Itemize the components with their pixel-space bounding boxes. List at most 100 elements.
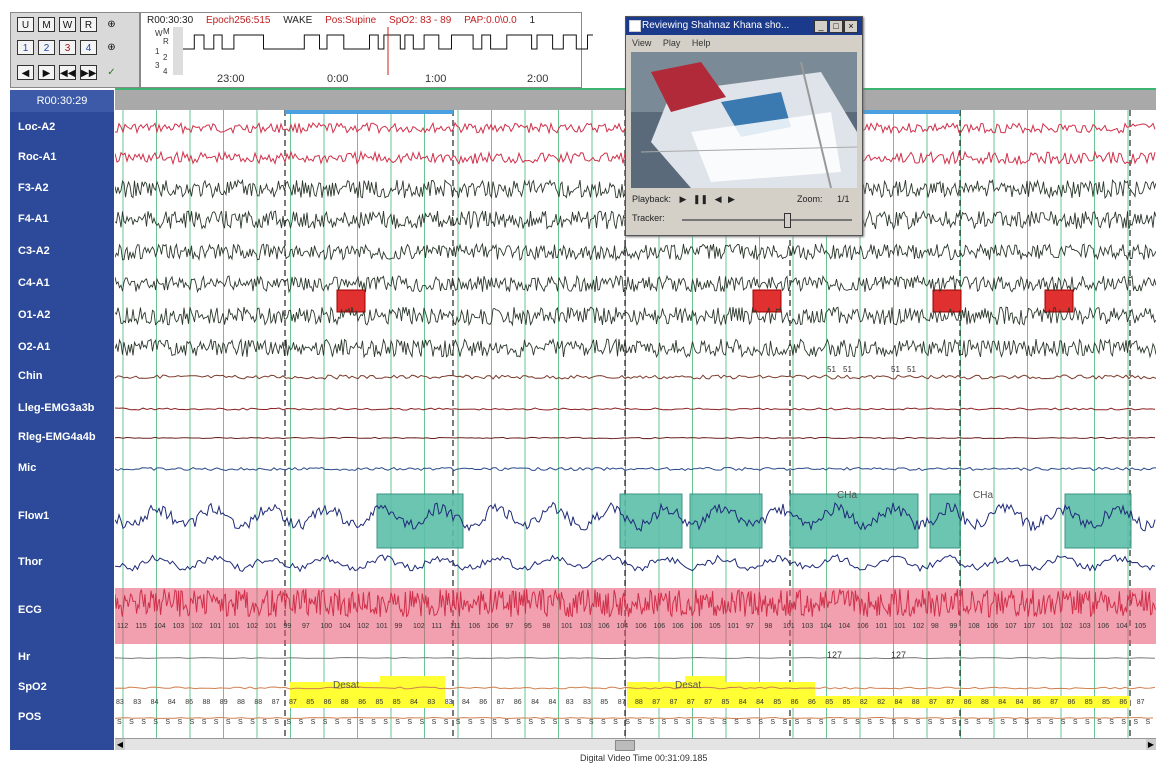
clock-icon[interactable]: ⊕	[107, 19, 116, 30]
channel-label-c3-a2[interactable]: C3-A2	[18, 245, 50, 257]
stage-label-m: M	[163, 27, 170, 36]
menu-view[interactable]: View	[632, 38, 652, 48]
channel-label-o1-a2[interactable]: O1-A2	[18, 309, 51, 321]
menu-play[interactable]: Play	[662, 38, 681, 48]
hr-row-value: 106	[654, 623, 666, 630]
step-forward-icon[interactable]: ▶	[728, 194, 735, 204]
channel-label-c4-a1[interactable]: C4-A1	[18, 277, 50, 289]
hr-row-value: 104	[820, 623, 832, 630]
scroll-thumb[interactable]	[615, 740, 635, 751]
apnea-event[interactable]	[929, 493, 961, 549]
toolbar-button-3[interactable]: 3	[59, 40, 76, 55]
hypnogram-panel[interactable]: R00:30:30 Epoch256:515 WAKE Pos:Supine S…	[140, 12, 593, 88]
channel-label-mic[interactable]: Mic	[18, 462, 37, 474]
channel-label-pos[interactable]: POS	[18, 711, 42, 723]
signal-trace	[115, 716, 1154, 720]
stage-label-1: 1	[155, 47, 160, 56]
leg-movement-event[interactable]	[336, 289, 366, 313]
hypno-time-2300: 23:00	[217, 73, 245, 85]
leg-movement-event[interactable]	[932, 289, 962, 313]
close-icon[interactable]: ×	[844, 20, 858, 33]
hr-row-value: 101	[210, 623, 222, 630]
zoom-value[interactable]: 1/1	[837, 194, 850, 204]
channel-label-ecg[interactable]: ECG	[18, 604, 42, 616]
menu-help[interactable]: Help	[691, 38, 711, 48]
video-window-titlebar[interactable]: Reviewing Shahnaz Khana sho... _ □ ×	[626, 17, 862, 35]
minimize-icon[interactable]: _	[814, 20, 828, 33]
spo2-row-value: 88	[237, 699, 245, 706]
toolbar-button-1[interactable]: 1	[17, 40, 34, 55]
scored-segment	[790, 110, 960, 114]
next-page-button[interactable]: ▶	[38, 65, 55, 80]
hr-row-value: 104	[839, 623, 851, 630]
pos-letter: S	[746, 719, 751, 726]
step-back-icon[interactable]: ◀	[714, 194, 722, 204]
play-icon[interactable]: ▶	[679, 194, 687, 204]
spo2-row-value: 83	[566, 699, 574, 706]
pos-letter: S	[286, 719, 291, 726]
spo2-row-value: 86	[324, 699, 332, 706]
hr-row-value: 97	[302, 623, 310, 630]
pause-icon[interactable]: ❚❚	[692, 194, 709, 204]
pos-letter: S	[819, 719, 824, 726]
desat-event[interactable]	[627, 676, 1130, 708]
pos-letter: S	[311, 719, 316, 726]
scored-segment	[285, 110, 453, 114]
pos-letter: S	[395, 719, 400, 726]
pos-letter: S	[347, 719, 352, 726]
apnea-event[interactable]	[689, 493, 763, 549]
body-position: Pos:Supine	[325, 15, 377, 26]
toolbar-button-r[interactable]: R	[80, 17, 97, 32]
signal-trace	[115, 466, 1156, 472]
signal-trace-area[interactable]: Desat Desat CHa CHa 127 127 51 51 51 51 112 115 104 1…	[115, 110, 1156, 738]
maximize-icon[interactable]: □	[829, 20, 843, 33]
tracker-slider-track[interactable]	[682, 219, 852, 221]
video-review-window[interactable]: Reviewing Shahnaz Khana sho... _ □ × Vie…	[625, 16, 863, 236]
spo2-row-value: 88	[981, 699, 989, 706]
channel-label-spo2[interactable]: SpO2	[18, 681, 47, 693]
cha-label: CHa	[973, 490, 993, 501]
hr-row-value: 106	[691, 623, 703, 630]
apnea-event[interactable]	[1064, 493, 1132, 549]
pos-letter: S	[976, 719, 981, 726]
channel-label-f3-a2[interactable]: F3-A2	[18, 182, 49, 194]
toolbar-button-m[interactable]: M	[38, 17, 55, 32]
video-menu-bar: View Play Help	[632, 38, 719, 48]
toolbar-button-w[interactable]: W	[59, 17, 76, 32]
scroll-left-arrow-icon[interactable]: ◀	[115, 739, 125, 750]
desat-event[interactable]	[290, 676, 453, 708]
pos-letter: S	[214, 719, 219, 726]
toolbar-button-2[interactable]: 2	[38, 40, 55, 55]
pos-letter: S	[1133, 719, 1138, 726]
toolbar-button-u[interactable]: U	[17, 17, 34, 32]
horizontal-scrollbar[interactable]: ◀ ▶	[115, 738, 1156, 751]
channel-label-hr[interactable]: Hr	[18, 651, 31, 663]
rewind-button[interactable]: ◀◀	[59, 65, 76, 80]
channel-label-o2-a1[interactable]: O2-A1	[18, 341, 51, 353]
channel-label-lleg-emg3a3b[interactable]: Lleg-EMG3a3b	[18, 402, 95, 414]
pos-letter: S	[855, 719, 860, 726]
fast-forward-button[interactable]: ▶▶	[80, 65, 97, 80]
channel-label-flow1[interactable]: Flow1	[18, 510, 50, 522]
spo2-row-value: 86	[514, 699, 522, 706]
channel-label-chin[interactable]: Chin	[18, 370, 43, 382]
scroll-right-arrow-icon[interactable]: ▶	[1146, 739, 1156, 750]
channel-label-roc-a1[interactable]: Roc-A1	[18, 151, 57, 163]
pos-letter: S	[553, 719, 558, 726]
spo2-row-value: 87	[670, 699, 678, 706]
spo2-row-value: 83	[116, 699, 124, 706]
clock-icon-2[interactable]: ⊕	[107, 42, 116, 53]
prev-page-button[interactable]: ◀	[17, 65, 34, 80]
channel-label-loc-a2[interactable]: Loc-A2	[18, 121, 56, 133]
check-icon[interactable]: ✓	[107, 67, 116, 78]
channel-label-f4-a1[interactable]: F4-A1	[18, 213, 49, 225]
leg-movement-event[interactable]	[752, 289, 782, 313]
channel-label-thor[interactable]: Thor	[18, 556, 43, 568]
channel-label-rleg-emg4a4b[interactable]: Rleg-EMG4a4b	[18, 431, 96, 443]
hr-row-value: 99	[395, 623, 403, 630]
spo2-row-value: 87	[687, 699, 695, 706]
signal-trace	[115, 407, 1156, 411]
tracker-slider-thumb[interactable]	[784, 213, 791, 228]
apnea-event[interactable]	[376, 493, 464, 549]
toolbar-button-4[interactable]: 4	[80, 40, 97, 55]
